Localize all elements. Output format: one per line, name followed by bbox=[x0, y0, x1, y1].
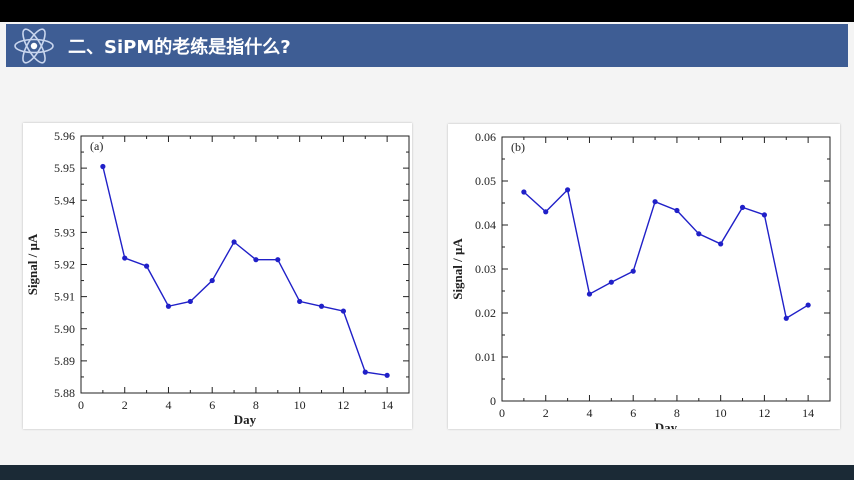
y-tick-label: 5.96 bbox=[54, 129, 75, 143]
x-tick-label: 0 bbox=[78, 398, 84, 412]
x-tick-label: 4 bbox=[586, 406, 592, 420]
data-point bbox=[805, 302, 811, 308]
data-point bbox=[165, 303, 172, 309]
x-tick-label: 6 bbox=[209, 398, 215, 412]
data-point bbox=[718, 241, 724, 247]
y-tick-label: 5.88 bbox=[54, 386, 75, 400]
data-point bbox=[384, 372, 390, 378]
data-point bbox=[253, 257, 259, 263]
page-title: 二、SiPM的老练是指什么? bbox=[68, 36, 291, 58]
x-tick-label: 14 bbox=[381, 398, 393, 412]
data-point bbox=[318, 303, 325, 309]
x-tick-label: 2 bbox=[543, 406, 549, 420]
y-tick-label: 0.05 bbox=[475, 174, 496, 188]
data-point bbox=[275, 257, 281, 263]
y-tick-label: 0 bbox=[490, 394, 496, 408]
panel-label: (b) bbox=[511, 140, 525, 154]
chart-panel-a: 0 2 4 6 8 10 12 14 5.88 5.89 5.90 5.91 5.92 5.93 5.94 5… bbox=[23, 123, 412, 429]
data-point bbox=[761, 212, 767, 218]
plot-frame bbox=[80, 135, 410, 394]
data-point bbox=[100, 163, 106, 170]
y-axis-label: Signal / μA bbox=[450, 238, 465, 300]
x-tick-label: 8 bbox=[674, 406, 680, 420]
y-tick-label: 5.95 bbox=[54, 161, 75, 175]
y-tick-label: 0.03 bbox=[475, 262, 496, 276]
data-point bbox=[340, 308, 346, 314]
y-tick-label: 0.02 bbox=[475, 306, 496, 320]
y-tick-label: 5.89 bbox=[54, 354, 75, 368]
x-tick-label: 8 bbox=[253, 398, 259, 412]
x-tick-label: 2 bbox=[122, 398, 128, 412]
y-tick-label: 0.01 bbox=[475, 350, 496, 364]
y-axis-label: Signal / μA bbox=[25, 233, 40, 295]
data-point bbox=[122, 255, 128, 261]
x-tick-label: 10 bbox=[294, 398, 306, 412]
chart-panel-b: 0 2 4 6 8 10 12 14 0 0.01 0.02 0.03 0.04 0.05 0.06 Day S… bbox=[448, 124, 840, 435]
data-point bbox=[783, 315, 789, 321]
data-point bbox=[187, 298, 193, 305]
plot-frame bbox=[501, 136, 831, 402]
data-point bbox=[209, 277, 215, 284]
data-point bbox=[543, 209, 549, 215]
y-tick-label: 0.04 bbox=[475, 218, 496, 232]
data-point bbox=[586, 291, 593, 297]
data-point bbox=[739, 204, 746, 210]
data-point bbox=[362, 369, 368, 375]
data-point bbox=[565, 187, 571, 193]
data-point bbox=[630, 268, 636, 274]
data-point bbox=[652, 199, 658, 205]
y-tick-label: 0.06 bbox=[475, 130, 496, 144]
x-tick-label: 10 bbox=[715, 406, 727, 420]
chart-b: 0 2 4 6 8 10 12 14 0 0.01 0.02 0.03 0.04 0.05 0.06 Day S… bbox=[450, 130, 831, 435]
x-tick-label: 12 bbox=[758, 406, 770, 420]
series-line bbox=[523, 188, 809, 320]
x-tick-label: 6 bbox=[630, 406, 636, 420]
atom-icon bbox=[6, 24, 62, 67]
data-point bbox=[297, 298, 303, 305]
title-bar: 二、SiPM的老练是指什么? bbox=[6, 24, 848, 67]
data-point bbox=[674, 207, 680, 214]
y-tick-label: 5.90 bbox=[54, 322, 75, 336]
y-tick-label: 5.94 bbox=[54, 193, 75, 207]
x-tick-label: 0 bbox=[499, 406, 505, 420]
data-point bbox=[608, 279, 614, 285]
y-tick-label: 5.93 bbox=[54, 225, 75, 239]
y-tick-label: 5.92 bbox=[54, 258, 75, 272]
series-line bbox=[102, 166, 388, 377]
data-point bbox=[521, 189, 527, 195]
x-tick-label: 14 bbox=[802, 406, 814, 420]
chart-a: 0 2 4 6 8 10 12 14 5.88 5.89 5.90 5.91 5.92 5.93 5.94 5… bbox=[25, 129, 410, 427]
panel-label: (a) bbox=[90, 139, 103, 153]
x-axis-label: Day bbox=[655, 420, 678, 429]
x-axis-label: Day bbox=[234, 412, 257, 427]
y-tick-label: 5.91 bbox=[54, 290, 75, 304]
data-point bbox=[231, 239, 237, 245]
x-tick-label: 12 bbox=[337, 398, 349, 412]
data-point bbox=[696, 231, 702, 237]
data-point bbox=[144, 263, 150, 269]
x-tick-label: 4 bbox=[165, 398, 171, 412]
